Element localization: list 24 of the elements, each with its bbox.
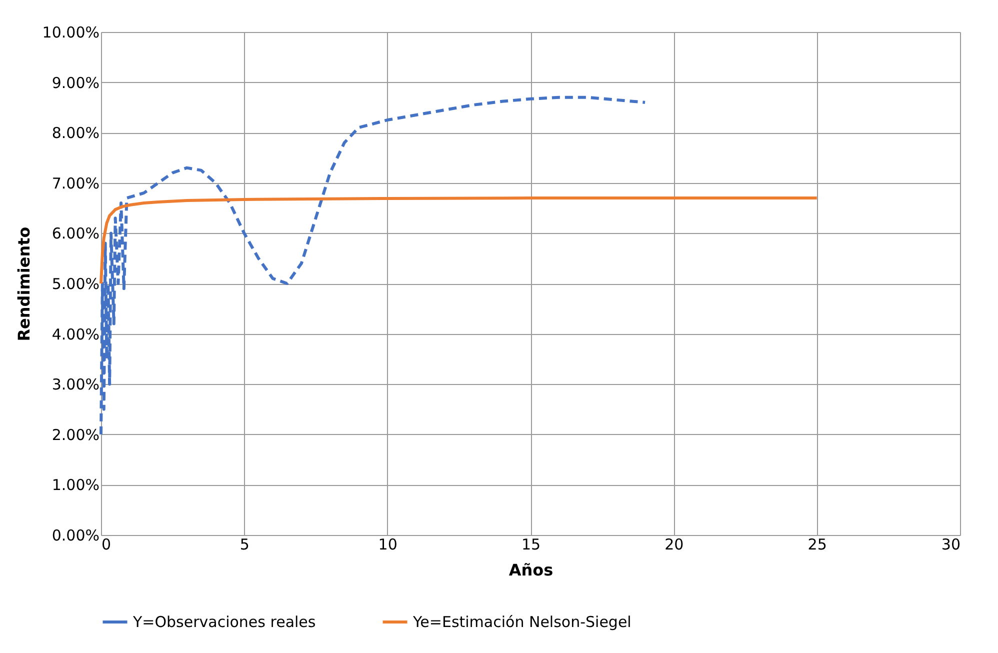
line-series [100, 196, 818, 285]
x-tick-label: 5 [240, 536, 250, 554]
y-tick-label: 9.00% [52, 74, 100, 92]
y-tick-label: 0.00% [52, 526, 100, 544]
y-tick-label: 3.00% [52, 376, 100, 394]
legend-label: Y=Observaciones reales [132, 613, 316, 631]
y-tick-label: 4.00% [52, 325, 100, 344]
y-tick-label: 6.00% [52, 224, 100, 243]
y-tick-label: 7.00% [52, 174, 100, 192]
x-tick-label: 0 [102, 536, 112, 554]
x-tick-label: 10 [378, 536, 398, 554]
x-axis-title: Años [508, 560, 554, 580]
x-tick-label: 25 [808, 536, 827, 554]
x-tick-label: 15 [521, 536, 541, 554]
x-tick-label: 20 [664, 536, 684, 554]
y-tick-label: 1.00% [52, 476, 100, 494]
y-tick-label: 8.00% [52, 124, 100, 142]
y-tick-label: 2.00% [52, 426, 100, 444]
legend-label: Ye=Estimación Nelson-Siegel [412, 613, 632, 631]
y-tick-label: 5.00% [52, 275, 100, 293]
y-tick-label: 10.00% [42, 24, 100, 42]
y-axis-title: Rendimiento [14, 226, 34, 342]
line-series [100, 96, 647, 436]
x-tick-label: 30 [941, 536, 960, 554]
